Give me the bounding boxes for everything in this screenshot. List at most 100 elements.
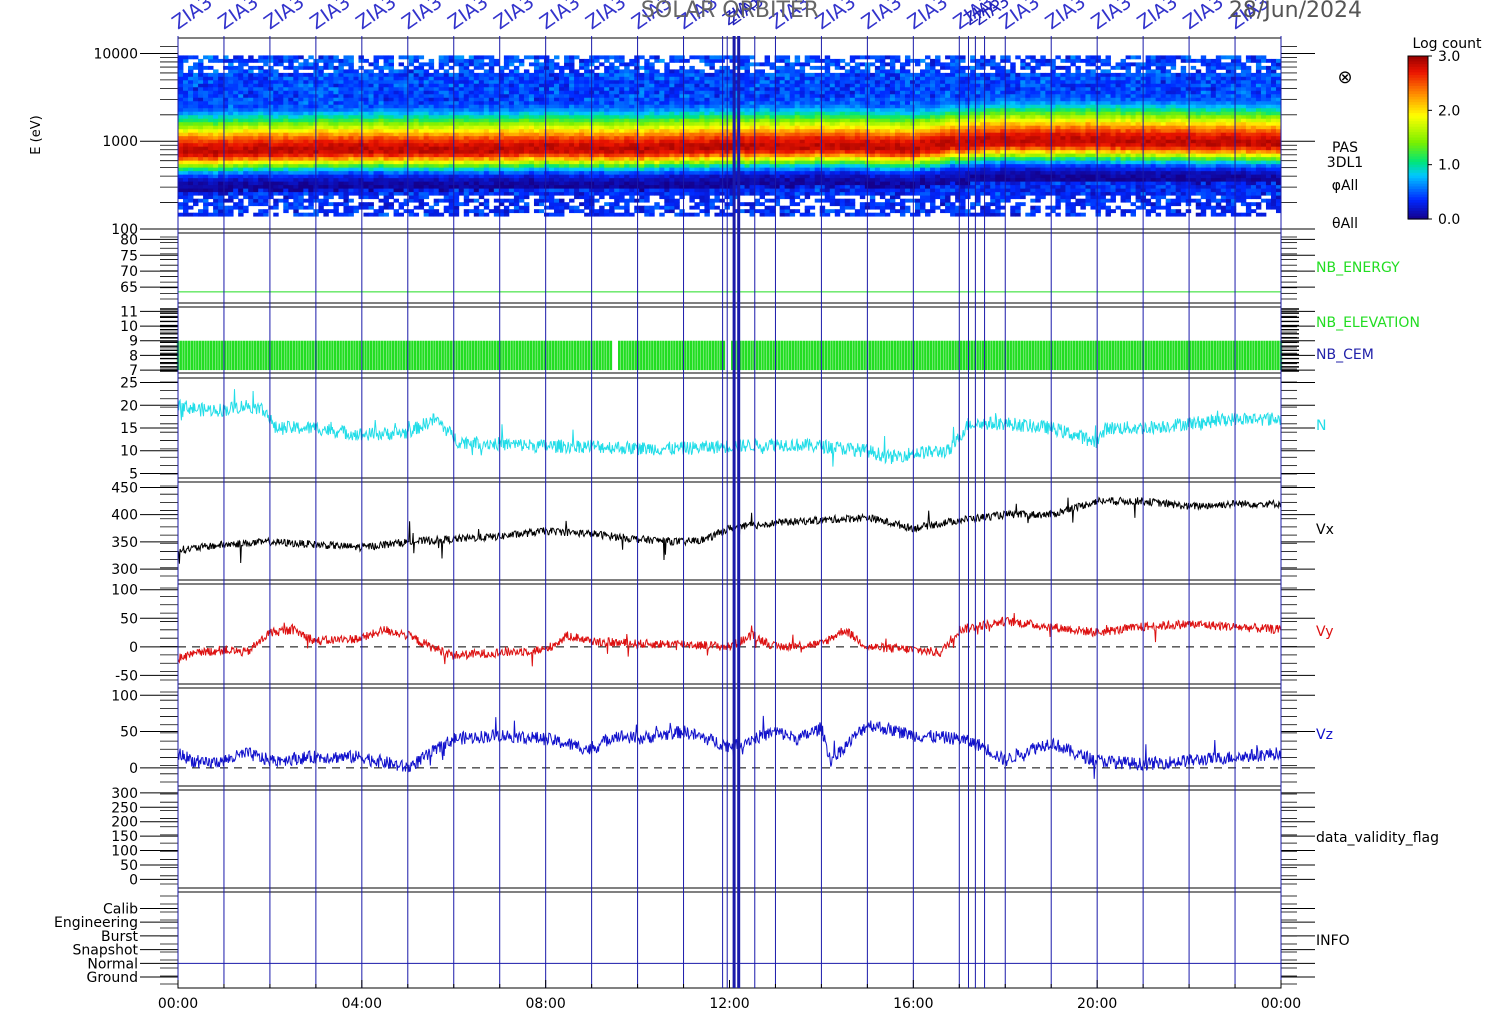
spectrogram-cell — [203, 163, 209, 168]
spectrogram-cell — [323, 62, 329, 67]
spectrogram-cell — [609, 79, 615, 84]
spectrogram-cell — [478, 177, 485, 182]
spectrogram-cell — [664, 156, 670, 161]
spectrogram-cell — [508, 188, 515, 193]
spectrogram-cell — [233, 55, 239, 60]
spectrogram-cell — [744, 174, 750, 179]
spectrogram-cell — [478, 153, 485, 158]
spectrogram-cell — [528, 83, 535, 88]
spectrogram-cell — [383, 135, 389, 140]
spectrogram-cell — [453, 90, 460, 95]
spectrogram-cell — [408, 118, 415, 123]
spectrogram-cell — [308, 107, 314, 112]
spectrogram-cell — [223, 163, 229, 168]
spectrogram-cell — [343, 79, 349, 84]
spectrogram-cell — [243, 107, 249, 112]
spectrogram-cell — [518, 156, 525, 161]
spectrogram-cell — [403, 191, 410, 196]
spectrogram-cell — [218, 198, 224, 203]
spectrogram-cell — [343, 142, 349, 147]
spectrogram-cell — [373, 212, 379, 217]
spectrogram-cell — [493, 146, 500, 151]
spectrogram-cell — [714, 177, 720, 182]
spectrogram-cell — [393, 104, 399, 109]
spectrogram-cell — [503, 191, 510, 196]
spectrogram-cell — [203, 104, 209, 109]
spectrogram-cell — [584, 69, 590, 74]
spectrogram-cell — [518, 118, 525, 123]
spectrogram-cell — [213, 167, 219, 172]
spectrogram-cell — [413, 153, 420, 158]
spectrogram-cell — [624, 170, 630, 175]
spectrogram-cell — [634, 76, 640, 81]
spectrogram-cell — [228, 195, 234, 200]
spectrogram-cell — [293, 191, 299, 196]
spectrogram-cell — [183, 167, 189, 172]
spectrogram-cell — [508, 177, 515, 182]
spectrogram-cell — [699, 79, 705, 84]
spectrogram-cell — [654, 104, 660, 109]
spectrogram-cell — [493, 125, 500, 130]
spectrogram-cell — [749, 114, 755, 119]
spectrogram-cell — [318, 90, 324, 95]
spectrogram-cell — [413, 139, 420, 144]
spectrogram-cell — [549, 114, 555, 119]
spectrogram-cell — [438, 62, 445, 67]
spectrogram-cell — [353, 104, 359, 109]
spectrogram-cell — [358, 76, 364, 81]
spectrogram-cell — [533, 135, 540, 140]
spectrogram-cell — [669, 170, 675, 175]
spectrogram-cell — [549, 212, 555, 217]
spectrogram-cell — [373, 118, 379, 123]
spectrogram-cell — [493, 156, 500, 161]
spectrogram-cell — [749, 205, 755, 210]
spectrogram-cell — [358, 128, 364, 133]
spectrogram-cell — [448, 93, 455, 98]
spectrogram-cell — [453, 160, 460, 165]
spectrogram-cell — [318, 83, 324, 88]
spectrogram-cell — [333, 184, 339, 189]
spectrogram-cell — [704, 188, 710, 193]
spectrogram-cell — [233, 160, 239, 165]
spectrogram-cell — [759, 174, 765, 179]
spectrogram-cell — [223, 93, 229, 98]
spectrogram-cell — [373, 111, 379, 116]
spectrogram-cell — [298, 79, 304, 84]
spectrogram-cell — [448, 153, 455, 158]
spectrogram-cell — [333, 160, 339, 165]
spectrogram-cell — [488, 174, 495, 179]
spectrogram-cell — [428, 188, 435, 193]
spectrogram-cell — [569, 118, 575, 123]
spectrogram-cell — [348, 86, 354, 91]
colorbar-segment — [1408, 113, 1428, 117]
spectrogram-cell — [268, 188, 274, 193]
spectrogram-cell — [233, 58, 239, 63]
spectrogram-cell — [418, 163, 425, 168]
spectrogram-cell — [288, 142, 294, 147]
spectrogram-cell — [283, 153, 289, 158]
spectrogram-cell — [518, 132, 525, 137]
spectrogram-cell — [518, 142, 525, 147]
spectrogram-cell — [413, 111, 420, 116]
spectrogram-cell — [744, 72, 750, 77]
spectrogram-cell — [273, 114, 279, 119]
spectrogram-cell — [263, 132, 269, 137]
spectrogram-cell — [308, 202, 314, 207]
spectrogram-cell — [694, 177, 700, 182]
spectrogram-cell — [383, 97, 389, 102]
spectrogram-cell — [393, 181, 399, 186]
spectrogram-cell — [203, 202, 209, 207]
spectrogram-cell — [228, 188, 234, 193]
spectrogram-cell — [689, 191, 695, 196]
spectrogram-cell — [609, 65, 615, 70]
spectrogram-cell — [744, 139, 750, 144]
spectrogram-cell — [178, 93, 184, 98]
spectrogram-cell — [554, 170, 560, 175]
spectrogram-cell — [378, 83, 384, 88]
spectrogram-cell — [543, 90, 550, 95]
spectrogram-cell — [348, 76, 354, 81]
spectrogram-cell — [604, 139, 610, 144]
spectrogram-cell — [739, 118, 745, 123]
spectrogram-cell — [303, 174, 309, 179]
spectrogram-cell — [473, 184, 480, 189]
